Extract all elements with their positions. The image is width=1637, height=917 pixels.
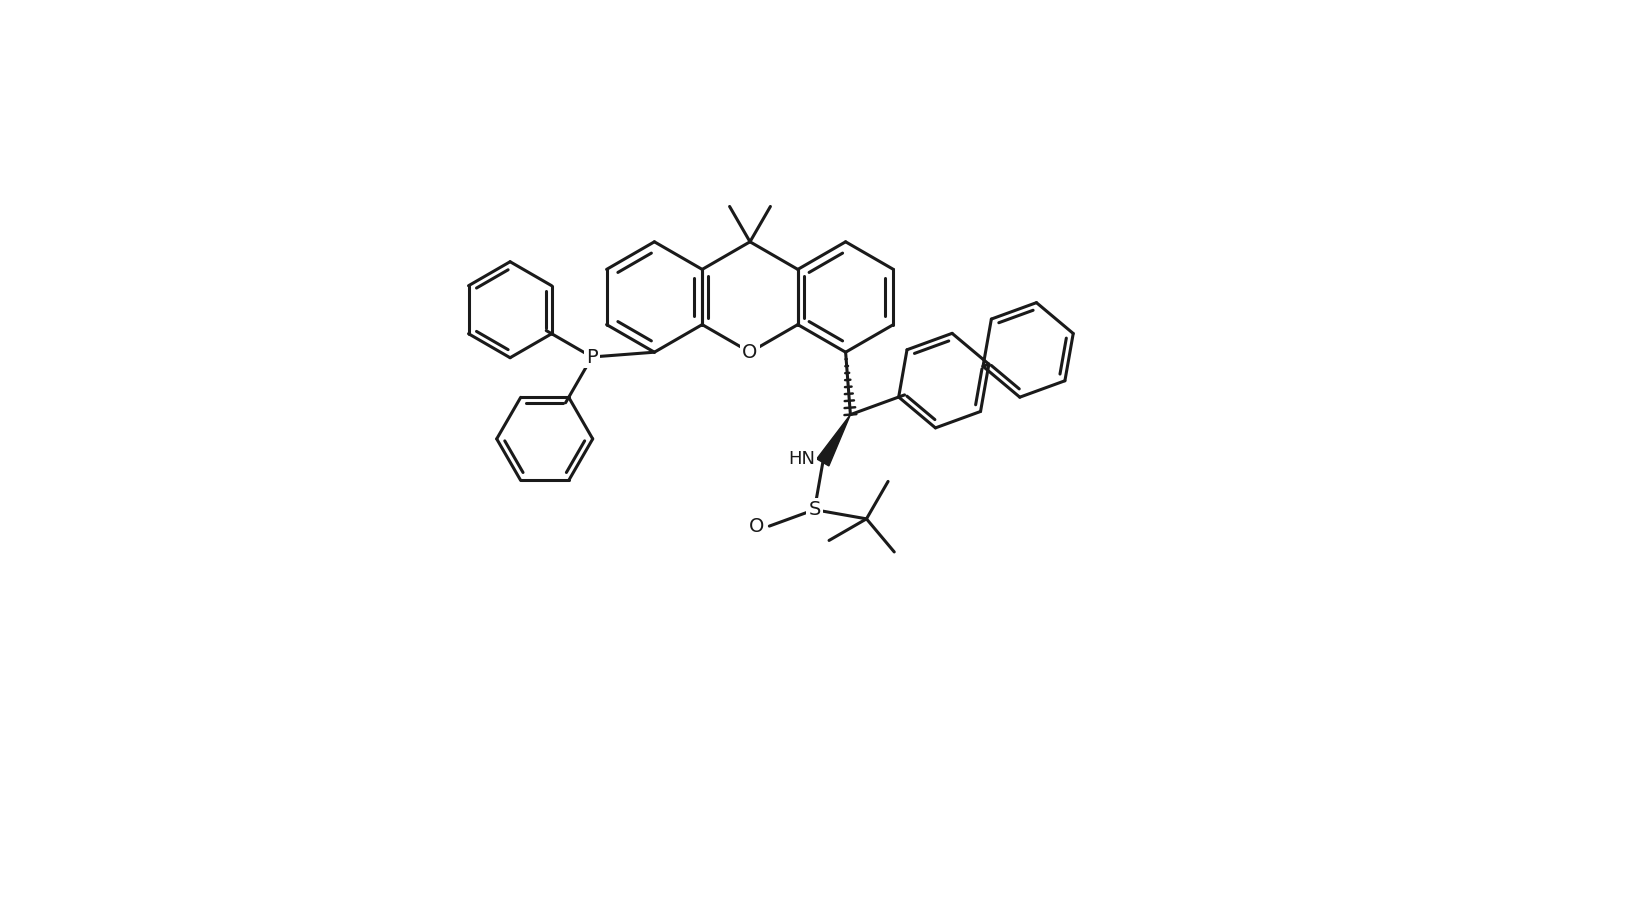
Text: HN: HN — [787, 450, 815, 469]
Text: O: O — [750, 516, 764, 536]
Text: O: O — [742, 343, 758, 361]
Text: P: P — [586, 348, 598, 367]
Text: S: S — [809, 500, 820, 519]
Polygon shape — [817, 414, 850, 466]
